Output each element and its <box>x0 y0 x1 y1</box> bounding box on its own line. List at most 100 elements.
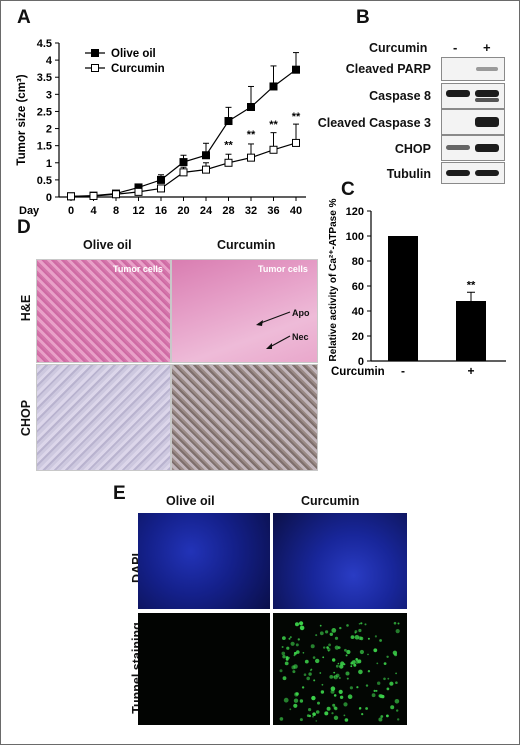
y-tick-label: 1 <box>46 158 52 170</box>
tunnel-positive-cell <box>395 629 400 634</box>
tunnel-positive-cell <box>315 710 320 714</box>
tunnel-positive-cell <box>317 701 320 705</box>
histology-row-he: H&E <box>19 294 33 322</box>
tunnel-positive-cell <box>364 623 367 626</box>
tunnel-positive-cell <box>379 694 384 699</box>
y-tick-label: 4 <box>46 55 53 67</box>
tunnel-positive-cell <box>303 673 307 676</box>
tunnel-positive-cell <box>315 720 318 722</box>
blot-lane-plus: + <box>483 40 491 55</box>
tunnel-positive-cell <box>373 689 376 692</box>
tunnel-positive-cell <box>358 628 362 633</box>
x-tick-label: 24 <box>200 205 213 217</box>
tunnel-curcumin-image <box>273 613 407 725</box>
tunnel-positive-cell <box>306 714 310 717</box>
y-axis-label: Tumor size (cm³) <box>16 74 28 165</box>
tunnel-positive-cell <box>374 635 377 638</box>
data-point <box>89 191 98 200</box>
blot-band <box>446 90 470 97</box>
apo-arrow <box>257 311 291 325</box>
tunnel-positive-cell <box>322 656 325 659</box>
x-tick-label: 12 <box>132 205 144 217</box>
y-tick-label: 3 <box>46 89 52 101</box>
tunnel-positive-cell <box>386 687 390 691</box>
tunnel-positive-cell <box>390 705 395 710</box>
tunnel-positive-cell <box>383 677 386 681</box>
blot-strip-tubulin <box>441 162 505 184</box>
tunnel-positive-cell <box>324 711 329 716</box>
blot-strip-cleaved-parp <box>441 57 505 81</box>
blot-strip-caspase-8 <box>441 83 505 109</box>
tunnel-positive-cell <box>295 692 299 696</box>
tunnel-positive-cell <box>323 646 326 649</box>
tunnel-positive-cell <box>332 658 336 662</box>
tunnel-positive-cell <box>319 624 322 627</box>
tunnel-positive-cell <box>325 630 329 634</box>
y-tick-label: 40 <box>352 306 364 318</box>
tunnel-positive-cell <box>344 718 349 722</box>
x-tick-label: 8 <box>113 205 119 217</box>
tunnel-positive-cell <box>361 713 364 716</box>
tunnel-positive-cell <box>306 676 310 681</box>
tunnel-positive-cell <box>284 661 289 666</box>
tunnel-positive-cell <box>343 702 348 707</box>
tunnel-positive-cell <box>309 669 312 672</box>
he-olive-oil-image: Tumor cells <box>36 259 171 363</box>
data-point <box>292 65 300 74</box>
tunnel-positive-cell <box>311 695 316 701</box>
tunnel-positive-cell <box>300 625 303 628</box>
tunnel-positive-cell <box>359 649 364 655</box>
blot-lane-minus: - <box>453 40 458 55</box>
panel-d-label: D <box>17 217 31 238</box>
tunnel-positive-cell <box>350 635 355 639</box>
category-label: - <box>401 364 405 376</box>
tunnel-positive-cell <box>290 641 295 646</box>
panel-b-label: B <box>356 7 370 28</box>
data-point <box>157 184 165 193</box>
tunnel-positive-cell <box>286 646 290 650</box>
tunnel-positive-cell <box>338 677 341 679</box>
panel-c-label: C <box>341 179 355 200</box>
tunnel-positive-cell <box>328 643 331 647</box>
tunnel-positive-cell <box>393 621 397 625</box>
he-curcumin-image: Tumor cells Apo Nec <box>171 259 318 363</box>
tunnel-positive-cell <box>358 623 361 625</box>
y-tick-label: 60 <box>352 281 364 293</box>
tunnel-positive-cell <box>333 715 339 720</box>
tunnel-positive-cell <box>395 681 398 684</box>
staining-column-curcumin: Curcumin <box>301 494 360 508</box>
tunnel-positive-cell <box>312 715 314 718</box>
tunnel-positive-cell <box>349 686 353 690</box>
tunnel-positive-cell <box>345 654 348 657</box>
data-point <box>224 117 233 126</box>
tunnel-positive-cell <box>319 631 324 636</box>
tunnel-positive-cell <box>386 655 389 658</box>
tunnel-positive-cell <box>283 697 289 703</box>
significance-marker: ** <box>269 119 278 131</box>
tunnel-positive-cell <box>377 681 381 685</box>
panel-a-label: A <box>17 7 31 28</box>
tunnel-positive-cell <box>397 622 400 625</box>
x-tick-label: 36 <box>267 205 279 217</box>
data-point <box>269 145 278 154</box>
tunnel-positive-cell <box>293 703 298 708</box>
bar <box>388 236 418 361</box>
tunnel-positive-cell <box>371 693 376 698</box>
tunnel-positive-cell <box>367 653 369 656</box>
legend-marker <box>91 64 99 72</box>
data-point <box>179 168 188 177</box>
tumor-size-chart: 0 0.5 1 1.5 2 2.5 3 3.5 4 4.5 0 4 8 12 16 20 24 28 32 36 40 D… <box>16 38 306 217</box>
nec-arrowhead <box>266 343 272 349</box>
tunnel-positive-cell <box>285 656 289 659</box>
y-tick-label: 1.5 <box>37 141 52 153</box>
blot-row-label: Cleaved PARP <box>345 62 431 76</box>
tunnel-positive-cell <box>288 637 291 640</box>
tunnel-positive-cell <box>312 656 316 659</box>
tunnel-positive-cell <box>333 676 335 678</box>
y-tick-label: 20 <box>352 331 364 343</box>
tunnel-olive-oil-image <box>138 613 270 725</box>
significance-marker: ** <box>467 279 476 291</box>
tunnel-positive-cell <box>394 699 400 704</box>
tunnel-positive-cell <box>335 673 340 678</box>
panel-e-label: E <box>113 483 126 504</box>
